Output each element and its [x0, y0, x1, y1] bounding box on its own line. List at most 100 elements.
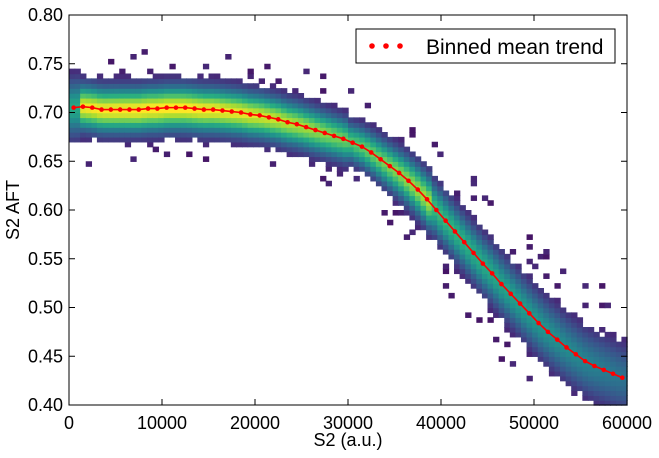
density-bin — [163, 88, 171, 94]
density-bin — [320, 73, 327, 80]
density-bin — [565, 375, 572, 382]
density-bin — [543, 317, 550, 323]
density-bin — [448, 214, 455, 221]
density-bin — [476, 239, 483, 245]
density-bin — [493, 288, 500, 294]
density-bin — [582, 361, 589, 367]
density-bin — [163, 97, 171, 104]
density-bin — [454, 214, 461, 221]
trend-point — [173, 105, 179, 110]
density-bin — [230, 97, 238, 104]
density-bin — [470, 258, 478, 265]
density-bin — [370, 161, 377, 167]
density-bin — [147, 97, 154, 104]
density-bin — [420, 219, 427, 226]
density-bin — [297, 141, 305, 148]
density-bin — [515, 288, 522, 294]
density-bin — [325, 156, 332, 162]
density-bin — [214, 73, 221, 80]
density-bin — [498, 297, 505, 304]
density-bin — [130, 112, 137, 119]
density-bin — [487, 273, 494, 279]
density-bin — [465, 249, 472, 255]
trend-point — [303, 124, 309, 130]
density-bin — [241, 97, 249, 104]
density-bin — [225, 112, 232, 119]
density-bin — [163, 78, 171, 84]
density-bin — [158, 122, 165, 128]
density-bin — [219, 127, 226, 133]
density-bin — [85, 97, 93, 104]
density-bin — [308, 146, 316, 153]
density-bin — [202, 102, 210, 109]
density-bin — [493, 283, 500, 289]
density-bin — [197, 78, 204, 84]
density-bin — [331, 112, 338, 119]
density-bin — [420, 166, 427, 172]
density-bin — [342, 112, 349, 119]
density-bin — [197, 132, 204, 138]
density-bin — [80, 93, 87, 99]
density-bin — [281, 127, 288, 133]
density-bin — [470, 263, 478, 270]
density-bin — [314, 136, 321, 143]
legend-marker-dot — [383, 43, 389, 49]
density-bin — [621, 356, 628, 362]
density-bin — [180, 102, 187, 109]
density-bin — [370, 146, 377, 153]
density-bin — [409, 175, 416, 182]
density-bin — [292, 107, 299, 114]
density-bin — [621, 351, 628, 357]
density-bin — [135, 83, 143, 89]
density-bin — [202, 63, 210, 70]
density-bin — [532, 336, 539, 343]
density-bin — [69, 117, 76, 123]
density-bin — [599, 351, 606, 357]
density-bin — [381, 146, 388, 153]
density-bin — [537, 307, 544, 314]
density-bin — [219, 78, 226, 84]
density-bin — [548, 370, 556, 377]
trend-point — [592, 363, 597, 369]
density-bin — [320, 141, 327, 148]
density-bin — [543, 302, 550, 309]
density-bin — [180, 83, 187, 89]
density-bin — [163, 107, 171, 114]
density-bin — [403, 156, 411, 162]
density-bin — [102, 97, 109, 104]
density-bin — [420, 200, 427, 206]
density-bin — [85, 112, 93, 119]
density-bin — [169, 127, 176, 133]
density-bin — [582, 283, 589, 289]
density-bin — [191, 117, 199, 123]
density-bin — [85, 83, 93, 89]
density-bin — [74, 132, 81, 138]
density-bin — [571, 331, 578, 338]
axis-ticks — [68, 14, 628, 406]
trend-point — [257, 113, 262, 118]
density-bin — [141, 97, 148, 104]
density-bin — [214, 83, 221, 89]
density-bin — [576, 327, 584, 333]
density-bin — [615, 385, 623, 392]
density-bin — [281, 136, 288, 143]
density-bin — [236, 112, 243, 119]
legend-entry-label: Binned mean trend — [426, 36, 603, 59]
density-bin — [481, 234, 489, 240]
density-bin — [437, 239, 444, 245]
density-bin — [537, 341, 544, 348]
density-bin — [409, 190, 416, 197]
density-bin — [565, 312, 572, 318]
density-bin — [493, 292, 500, 299]
density-bin — [80, 132, 87, 138]
density-bin — [454, 239, 461, 245]
density-bin — [230, 117, 238, 123]
trend-point — [434, 207, 439, 213]
density-bin — [599, 283, 606, 289]
density-bin — [526, 244, 533, 250]
density-bin — [509, 278, 517, 284]
density-bin — [180, 117, 187, 123]
density-bin — [615, 375, 623, 382]
density-bin — [560, 327, 567, 333]
density-bin — [487, 253, 494, 260]
